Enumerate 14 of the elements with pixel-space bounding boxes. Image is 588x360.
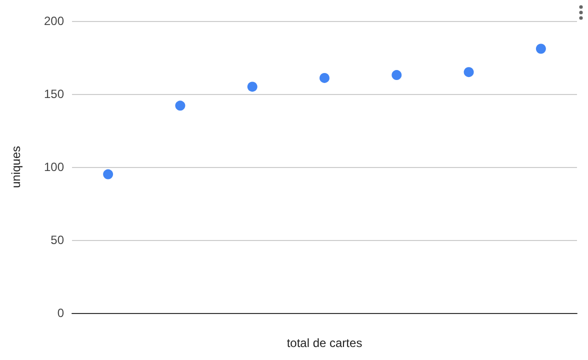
point <box>536 44 546 54</box>
y-tick-label: 200 <box>44 14 64 28</box>
point <box>175 100 186 111</box>
point <box>247 82 258 92</box>
y-tick-label: 50 <box>50 233 64 247</box>
point <box>320 72 330 83</box>
y-tick-label: 150 <box>44 87 64 101</box>
x-axis-title: total de cartes <box>286 336 362 350</box>
point <box>103 169 114 180</box>
y-tick-label: 100 <box>44 160 64 174</box>
point <box>464 67 474 78</box>
point <box>392 70 402 80</box>
y-axis-title: uniques <box>9 146 23 188</box>
y-tick-label: 0 <box>57 306 64 320</box>
